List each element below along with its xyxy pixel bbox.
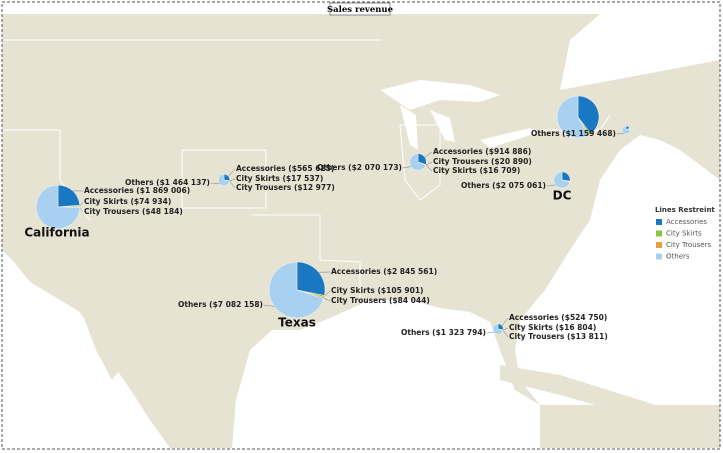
legend-label: City Skirts <box>666 230 702 238</box>
leader-line <box>424 151 433 158</box>
pie-slice <box>621 125 631 135</box>
region-name: Texas <box>278 316 316 330</box>
pie-slice <box>296 261 326 296</box>
slice-label: Accessories ($1 869 006) <box>84 186 190 195</box>
pie-slice <box>35 184 81 230</box>
slice-label: City Trousers ($13 811) <box>509 332 608 341</box>
legend-label: Others <box>666 253 690 261</box>
slice-label: Others ($1 464 137) <box>125 178 210 187</box>
leader-line <box>324 290 331 297</box>
leader-line <box>323 297 331 302</box>
legend-swatch <box>656 253 662 260</box>
legend: Lines Restreint Accessories City Skirts Cit… <box>655 206 715 261</box>
slice-label: City Skirts ($105 901) <box>331 286 423 295</box>
slice-label: City Trousers ($12 977) <box>236 183 335 192</box>
pie-slice <box>57 184 80 208</box>
legend-swatch <box>656 242 662 248</box>
leader-line <box>79 206 84 213</box>
slice-label: Accessories ($524 750) <box>509 313 607 322</box>
slice-label: City Skirts ($16 804) <box>509 323 596 332</box>
slice-label: Others ($1 323 794) <box>401 328 486 337</box>
leader-line <box>228 168 236 177</box>
leader-line <box>616 133 624 135</box>
slice-label: City Trousers ($20 890) <box>433 157 532 166</box>
pie-slice <box>556 95 589 139</box>
pie-slice <box>553 171 571 189</box>
slice-label: Accessories ($914 886) <box>433 147 531 156</box>
slice-label: City Trousers ($84 044) <box>331 296 430 305</box>
leader-line <box>229 181 236 189</box>
pie-slice <box>577 95 600 134</box>
slice-label: City Trousers ($48 184) <box>84 207 183 216</box>
slice-label: City Skirts ($16 709) <box>433 166 520 175</box>
leader-line <box>425 161 433 166</box>
water <box>2 14 720 448</box>
leader-line <box>501 317 509 326</box>
slice-label: Others ($2 075 061) <box>461 181 546 190</box>
slice-label: Accessories ($565 625) <box>236 164 334 173</box>
leader-line <box>546 184 556 187</box>
legend-title: Lines Restreint <box>655 206 715 214</box>
slice-label: City Skirts ($74 934) <box>84 197 171 206</box>
leader-line <box>502 327 509 331</box>
legend-label: City Trousers <box>666 241 711 249</box>
leader-line <box>425 164 433 172</box>
pie-slice <box>409 153 426 171</box>
pies: Accessories ($1 869 006) City Skirts ($74… <box>24 95 631 341</box>
leader-line <box>79 201 84 207</box>
leader-line <box>263 304 275 307</box>
slice-label: Accessories ($2 845 561) <box>331 267 437 276</box>
legend-label: Accessories <box>666 218 707 226</box>
title-box <box>329 2 391 16</box>
region-name: DC <box>553 189 572 203</box>
leader-line <box>210 182 220 184</box>
title: Sales revenue <box>327 5 394 15</box>
leader-line <box>502 330 509 338</box>
leader-line <box>229 178 236 182</box>
legend-swatch <box>656 230 662 237</box>
legend-swatch <box>656 219 662 225</box>
pie-slice <box>492 323 504 335</box>
slice-label: Others ($1 159 468) <box>531 129 616 138</box>
region-name: California <box>24 226 89 240</box>
slice-label: Others ($7 082 158) <box>178 300 263 309</box>
slice-label: City Skirts ($17 537) <box>236 174 323 183</box>
leader-line <box>402 166 412 169</box>
slice-label: Others ($2 070 173) <box>317 163 402 172</box>
leader-line <box>486 331 494 334</box>
pie-slice <box>218 174 230 186</box>
